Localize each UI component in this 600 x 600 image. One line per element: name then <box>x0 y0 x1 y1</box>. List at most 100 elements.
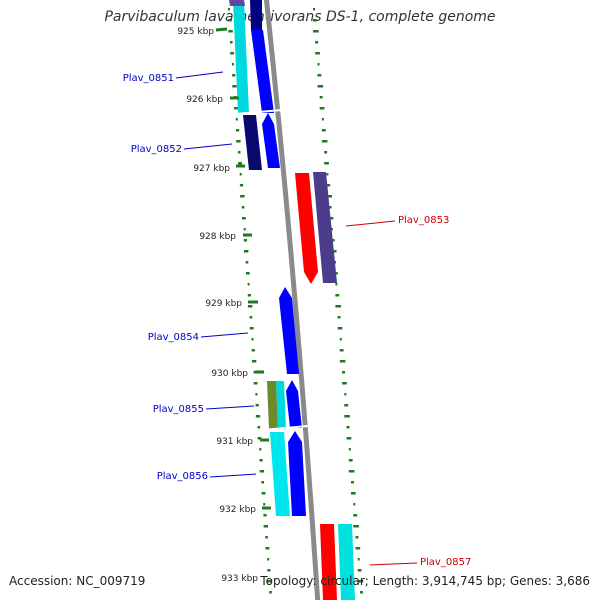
gene-block-navy[interactable] <box>243 115 262 170</box>
kbp-label: 928 kbp <box>199 232 236 242</box>
gc-tick-mark <box>353 514 357 517</box>
gc-tick-mark <box>252 338 254 341</box>
gc-tick-mark <box>344 415 350 418</box>
gene-block-cyan[interactable] <box>270 432 290 516</box>
gc-tick-mark <box>234 107 238 110</box>
gc-tick-mark <box>353 503 355 506</box>
gc-tick-mark <box>266 547 270 550</box>
gc-tick-mark <box>228 19 231 22</box>
gc-tick-mark <box>250 327 254 330</box>
gc-tick-mark <box>242 206 245 209</box>
gene-label-plav-0855[interactable]: Plav_0855 <box>153 404 204 415</box>
gene-arrow-blue[interactable] <box>288 431 306 516</box>
gc-tick-mark <box>351 492 356 495</box>
kbp-tick: 931 kbp <box>216 437 269 447</box>
gene-block-slate[interactable] <box>229 0 245 6</box>
gc-tick-mark <box>228 30 232 33</box>
gc-tick-mark <box>232 85 236 88</box>
gc-tick-mark <box>342 382 347 385</box>
gc-tick-mark <box>320 107 325 110</box>
connector-plav-0856 <box>210 474 256 477</box>
gc-tick-mark <box>258 426 261 429</box>
kbp-label: 929 kbp <box>205 299 242 309</box>
gc-tick-mark <box>313 19 317 22</box>
gene-label-plav-0856[interactable]: Plav_0856 <box>157 471 208 482</box>
gene-block-navy[interactable] <box>250 0 262 30</box>
gc-tick-mark <box>267 569 270 572</box>
gc-tick-mark <box>252 360 256 363</box>
gene-block-cyan[interactable] <box>338 524 355 600</box>
gc-tick-mark <box>315 52 320 55</box>
accession-text: Accession: NC_009719 <box>9 574 145 588</box>
gc-tick-mark <box>338 316 341 319</box>
gc-tick-mark <box>360 591 363 594</box>
gene-arrow-red[interactable] <box>320 524 337 600</box>
connector-plav-0853 <box>346 221 395 226</box>
gc-tick-mark <box>358 558 360 561</box>
connector-plav-0857 <box>370 563 417 565</box>
kbp-tick: 930 kbp <box>211 369 264 379</box>
genome-map: 925 kbp 926 kbp 927 kbp 928 kbp 929 kbp … <box>0 0 600 600</box>
gc-tick-mark <box>238 151 241 154</box>
gc-tick-mark <box>230 52 234 55</box>
gc-tick-mark <box>230 41 233 44</box>
gc-tick-mark <box>347 426 350 429</box>
gene-label-plav-0853[interactable]: Plav_0853 <box>398 215 449 226</box>
gc-tick-mark <box>335 305 341 308</box>
gc-tick-mark <box>335 283 337 286</box>
gc-tick-mark <box>313 8 315 11</box>
kbp-label: 931 kbp <box>216 437 253 447</box>
gc-tick-mark <box>318 74 322 77</box>
gc-tick-mark <box>269 591 272 594</box>
gc-tick-mark <box>315 41 318 44</box>
gc-tick-mark <box>244 250 248 253</box>
gc-tick-mark <box>240 195 244 198</box>
gene-label-plav-0852[interactable]: Plav_0852 <box>131 144 182 155</box>
gc-tick-mark <box>228 8 230 11</box>
kbp-label: 926 kbp <box>186 95 223 105</box>
gc-tick-mark <box>236 118 238 121</box>
gc-tick-mark <box>326 173 328 176</box>
gc-tick-mark <box>349 448 351 451</box>
gene-arrow-red[interactable] <box>295 173 318 284</box>
gene-label-plav-0854[interactable]: Plav_0854 <box>148 332 199 343</box>
gc-tick-mark <box>263 514 266 517</box>
gc-tick-mark <box>344 404 348 407</box>
gc-tick-mark <box>324 151 327 154</box>
kbp-tick: 925 kbp <box>177 27 227 37</box>
kbp-tick: 933 kbp <box>221 574 258 584</box>
kbp-tick: 927 kbp <box>193 164 245 174</box>
kbp-tick: 926 kbp <box>186 95 239 105</box>
connector-plav-0854 <box>201 333 248 337</box>
gc-tick-mark <box>259 448 261 451</box>
gene-label-plav-0857[interactable]: Plav_0857 <box>420 557 471 568</box>
gc-tick-mark <box>238 162 242 165</box>
gc-tick-mark <box>349 470 355 473</box>
gc-tick-mark <box>340 360 346 363</box>
gc-tick-mark <box>246 261 249 264</box>
gc-tick-mark <box>263 503 265 506</box>
gc-tick-mark <box>252 349 255 352</box>
gc-tick-mark <box>260 459 263 462</box>
gc-tick-mark <box>232 74 235 77</box>
gc-tick-mark <box>313 30 319 33</box>
gc-tick-mark <box>240 184 243 187</box>
gc-tick-mark <box>261 481 264 484</box>
kbp-label: 933 kbp <box>221 574 258 584</box>
gene-arrow-blue[interactable] <box>286 380 302 428</box>
gc-tick-mark <box>248 283 250 286</box>
gc-tick-mark <box>236 140 240 143</box>
kbp-label: 930 kbp <box>211 369 248 379</box>
gc-tick-mark <box>320 96 323 99</box>
gene-label-plav-0851[interactable]: Plav_0851 <box>123 73 174 84</box>
gc-tick-mark <box>344 393 346 396</box>
gc-tick-mark <box>322 140 328 143</box>
gc-tick-mark <box>351 481 354 484</box>
gc-tick-mark <box>347 437 352 440</box>
connector-plav-0852 <box>184 144 232 149</box>
kbp-axis: 925 kbp 926 kbp 927 kbp 928 kbp 929 kbp … <box>177 27 271 584</box>
gc-tick-mark <box>255 393 257 396</box>
topology-summary: Topology: circular; Length: 3,914,745 bp… <box>260 574 590 588</box>
gc-tick-mark <box>356 536 359 539</box>
kbp-label: 927 kbp <box>193 164 230 174</box>
